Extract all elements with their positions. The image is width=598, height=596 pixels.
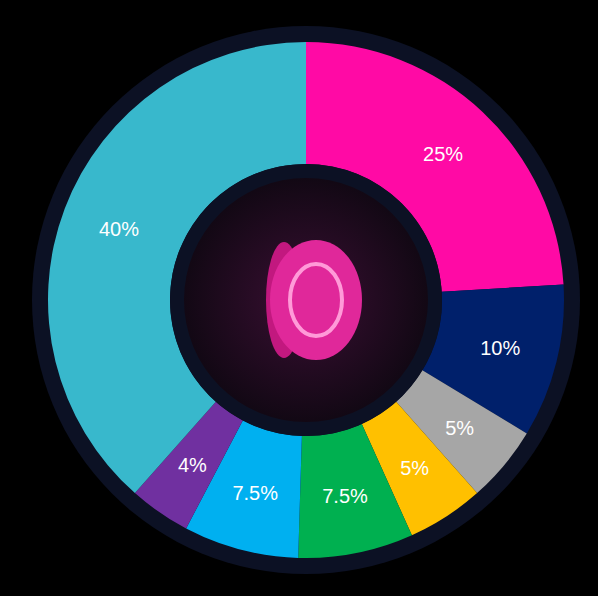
data-label: 25% (423, 143, 463, 165)
data-label: 10% (480, 337, 520, 359)
pie-group: 25% 10% 5% 5% 7.5% 7.5% 4% 40% (32, 26, 580, 574)
data-label: 5% (445, 417, 474, 439)
slice (298, 424, 412, 558)
data-labels: 25% 10% 5% 5% 7.5% 7.5% 4% 40% (99, 143, 520, 507)
coin (270, 240, 362, 360)
chart: 25% 10% 5% 5% 7.5% 7.5% 4% 40% (0, 0, 598, 596)
slices (48, 42, 564, 558)
center-disc (184, 178, 428, 422)
data-label: 7.5% (232, 482, 278, 504)
center-ring (170, 164, 442, 436)
data-label: 4% (178, 454, 207, 476)
background (0, 0, 598, 596)
coin-emblem (290, 264, 342, 336)
data-label: 7.5% (322, 485, 368, 507)
data-label: 40% (99, 218, 139, 240)
outer-ring (32, 26, 580, 574)
data-label: 5% (400, 457, 429, 479)
